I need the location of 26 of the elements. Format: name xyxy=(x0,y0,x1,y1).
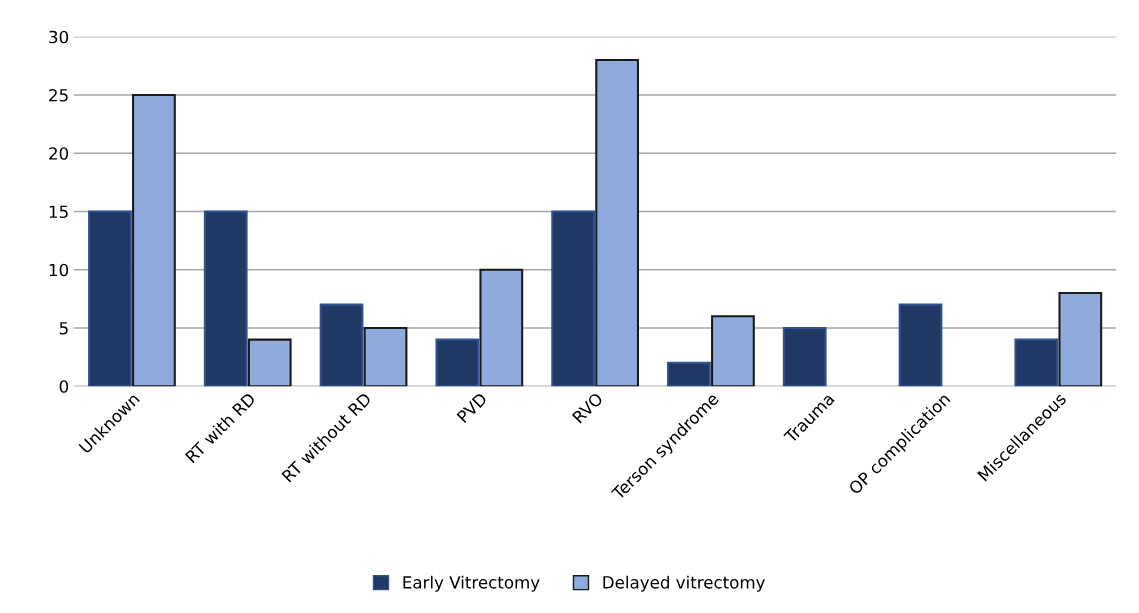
bar xyxy=(247,338,292,387)
bar xyxy=(898,303,943,387)
bar xyxy=(595,59,640,387)
legend-label: Early Vitrectomy xyxy=(403,575,540,592)
bar xyxy=(435,338,480,387)
y-tick-label: 25 xyxy=(49,88,68,102)
bar xyxy=(88,210,132,387)
x-tick-label: RT with RD xyxy=(184,391,256,464)
bar xyxy=(782,326,827,387)
bar xyxy=(363,326,408,387)
y-tick-label: 15 xyxy=(49,205,68,219)
bar xyxy=(319,303,364,387)
y-tick-label: 30 xyxy=(49,30,69,44)
bar xyxy=(667,361,711,387)
bar xyxy=(1014,338,1059,387)
bar xyxy=(479,268,524,387)
y-tick-label: 5 xyxy=(59,322,68,335)
y-tick-label: 10 xyxy=(49,263,69,277)
legend-label: Delayed vitrectomy xyxy=(603,575,765,592)
bar xyxy=(1058,291,1103,387)
y-tick-label: 0 xyxy=(59,380,69,393)
bar xyxy=(711,315,755,387)
bar xyxy=(203,210,248,387)
y-tick-label: 20 xyxy=(49,147,69,160)
bar xyxy=(551,210,596,387)
bar xyxy=(132,93,176,387)
